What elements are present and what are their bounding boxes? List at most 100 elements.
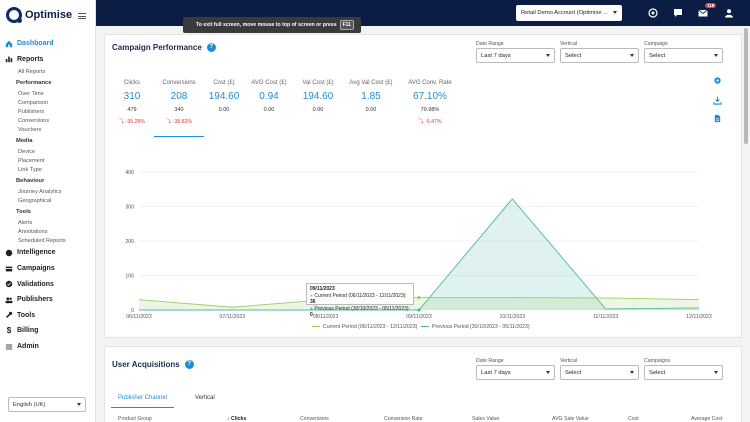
series-line-previous bbox=[139, 198, 700, 311]
metric-value: 0.94 bbox=[259, 91, 279, 102]
sidebar-item-reports[interactable]: Reports bbox=[0, 52, 96, 68]
select-value: Select bbox=[565, 369, 582, 376]
metric-value: 310 bbox=[123, 91, 141, 102]
sidebar-item-billing[interactable]: $ Billing bbox=[0, 323, 96, 339]
column-header-cost[interactable]: Cost bbox=[628, 416, 639, 422]
tooltip-previous-value: 0 bbox=[310, 312, 313, 318]
sidebar-item-dashboard[interactable]: Dashboard bbox=[0, 36, 96, 52]
vertical-select[interactable]: Select bbox=[560, 48, 639, 63]
sidebar-item-publishers[interactable]: Publishers bbox=[0, 292, 96, 308]
select-value: Last 7 days bbox=[481, 369, 511, 376]
tab-publisher-channel[interactable]: Publisher Channel bbox=[118, 395, 168, 401]
x-tick-label: 06/11/2023 bbox=[126, 314, 152, 320]
sidebar-item-validations[interactable]: Validations bbox=[0, 276, 96, 292]
campaign-select[interactable]: Select bbox=[644, 48, 723, 63]
chevron-down-icon bbox=[77, 403, 81, 406]
x-tick-label: 10/11/2023 bbox=[500, 314, 526, 320]
metric-change: ⤵ -35.28% bbox=[119, 119, 145, 125]
chart-tooltip: 09/11/2023 ● Current Period (06/11/2023 … bbox=[306, 283, 414, 318]
help-circle-icon[interactable] bbox=[648, 8, 658, 18]
help-icon[interactable]: ? bbox=[206, 43, 216, 53]
column-header-product-group[interactable]: Product Group bbox=[118, 416, 152, 422]
column-header-average-cost[interactable]: Average Cost bbox=[691, 416, 723, 422]
legend-dot-icon: ● bbox=[310, 305, 314, 312]
sidebar-sub-placement[interactable]: Placement bbox=[18, 157, 45, 164]
sidebar-item-campaigns[interactable]: Campaigns bbox=[0, 261, 96, 277]
x-tick-label: 09/11/2023 bbox=[406, 314, 432, 320]
sidebar: Optimise Dashboard Reports All Reports P… bbox=[0, 0, 96, 422]
data-point-current bbox=[417, 295, 421, 300]
acq-vertical-select[interactable]: Select bbox=[560, 365, 639, 380]
metric-value: 194.60 bbox=[208, 91, 240, 102]
sidebar-item-tools[interactable]: Tools bbox=[0, 308, 96, 324]
column-header-sales-value[interactable]: Sales Value bbox=[472, 416, 500, 422]
metric-conversions[interactable]: Conversions 208 340 ⤵ -38.82% bbox=[154, 80, 204, 125]
file-icon[interactable] bbox=[713, 114, 722, 123]
sidebar-sub-publishers[interactable]: Publishers bbox=[18, 108, 45, 115]
legend-label: Previous Period (30/10/2023 - 05/11/2023… bbox=[432, 324, 530, 330]
sidebar-sub-over-time[interactable]: Over Time bbox=[18, 90, 44, 97]
sidebar-sub-device[interactable]: Device bbox=[18, 148, 36, 155]
sidebar-sub-journey-analytics[interactable]: Journey Analytics bbox=[18, 188, 62, 195]
sidebar-item-label: Tools bbox=[17, 311, 36, 319]
sidebar-sub-alerts[interactable]: Alerts bbox=[18, 219, 33, 226]
metric-avg-cost[interactable]: AVG Cost (£) 0.94 0.00 bbox=[246, 80, 292, 113]
sidebar-sub-vouchers[interactable]: Vouchers bbox=[18, 126, 42, 133]
tab-vertical[interactable]: Vertical bbox=[195, 395, 215, 401]
date-range-select[interactable]: Last 7 days bbox=[476, 48, 555, 63]
account-select[interactable]: Retail Demo Account (Optimise ... bbox=[516, 5, 622, 21]
chat-icon[interactable] bbox=[673, 8, 683, 18]
sidebar-sub-geographical[interactable]: Geographical bbox=[18, 197, 52, 204]
fullscreen-key: F11 bbox=[339, 20, 354, 30]
menu-toggle-icon[interactable] bbox=[78, 13, 86, 19]
metric-clicks[interactable]: Clicks 310 479 ⤵ -35.28% bbox=[110, 80, 154, 125]
x-tick-label: 11/11/2023 bbox=[593, 314, 618, 320]
filter-label-campaign: Campaign bbox=[644, 41, 668, 47]
sidebar-item-label: Campaigns bbox=[17, 265, 55, 273]
acq-campaigns-select[interactable]: Select bbox=[644, 365, 723, 380]
metric-label: AVG Cost (£) bbox=[251, 80, 287, 86]
metric-avg-conv-rate[interactable]: AVG Conv. Rate 67.10% 70.98% ⤵ -5.47% bbox=[404, 80, 456, 125]
column-header-clicks[interactable]: ↓ Clicks bbox=[227, 416, 247, 422]
language-select[interactable]: English (UK) bbox=[8, 397, 86, 412]
sidebar-item-admin[interactable]: Admin bbox=[0, 339, 96, 355]
language-value: English (UK) bbox=[13, 401, 46, 408]
column-header-conversion-rate[interactable]: Conversion Rate bbox=[384, 416, 423, 422]
chevron-down-icon bbox=[630, 54, 634, 57]
user-icon[interactable] bbox=[724, 8, 734, 18]
metric-cost[interactable]: Cost (£) 194.60 0.00 bbox=[204, 80, 244, 113]
sidebar-section-performance: Performance bbox=[16, 79, 52, 86]
sidebar-sub-scheduled-reports[interactable]: Scheduled Reports bbox=[18, 237, 66, 244]
series-area-previous bbox=[139, 198, 699, 310]
brand-logo[interactable]: Optimise bbox=[6, 7, 72, 23]
sidebar-sub-conversions[interactable]: Conversions bbox=[18, 117, 50, 124]
metric-val-cost[interactable]: Val Cost (£) 194.60 0.00 bbox=[295, 80, 341, 113]
sidebar-sub-all-reports[interactable]: All Reports bbox=[18, 68, 46, 75]
filter-label-date-range: Date Range bbox=[476, 41, 504, 47]
campaign-icon bbox=[5, 266, 13, 271]
page-scrollbar[interactable] bbox=[744, 28, 748, 144]
download-icon[interactable] bbox=[713, 96, 722, 105]
tooltip-current-label: Current Period (06/11/2023 - 12/11/2023)… bbox=[314, 292, 407, 299]
metric-label: Cost (£) bbox=[213, 80, 235, 86]
sidebar-item-label: Admin bbox=[17, 343, 39, 351]
gear-icon[interactable] bbox=[713, 76, 722, 85]
help-icon[interactable]: ? bbox=[184, 360, 194, 370]
mail-notifications[interactable]: 118 bbox=[698, 3, 717, 18]
column-header-avg-sale-value[interactable]: AVG Sale Value bbox=[552, 416, 589, 422]
column-header-conversions[interactable]: Conversions bbox=[300, 416, 329, 422]
acq-date-range-select[interactable]: Last 7 days bbox=[476, 365, 555, 380]
sidebar-item-intelligence[interactable]: Intelligence bbox=[0, 245, 96, 261]
check-circle-icon bbox=[5, 280, 13, 288]
metric-label: AVG Conv. Rate bbox=[408, 80, 452, 86]
sidebar-sub-annotations[interactable]: Annotations bbox=[18, 228, 48, 235]
sidebar-sub-comparison[interactable]: Comparison bbox=[18, 99, 49, 106]
fullscreen-banner: To exit full screen, move mouse to top o… bbox=[183, 17, 361, 33]
metric-change-value: -5.47% bbox=[425, 119, 442, 125]
chevron-down-icon bbox=[714, 371, 718, 374]
select-value: Select bbox=[649, 369, 666, 376]
sidebar-sub-link-type[interactable]: Link Type bbox=[18, 166, 42, 173]
metric-avg-val-cost[interactable]: Avg Val Cost (£) 1.85 0.00 bbox=[344, 80, 398, 113]
metric-value: 208 bbox=[170, 91, 188, 102]
